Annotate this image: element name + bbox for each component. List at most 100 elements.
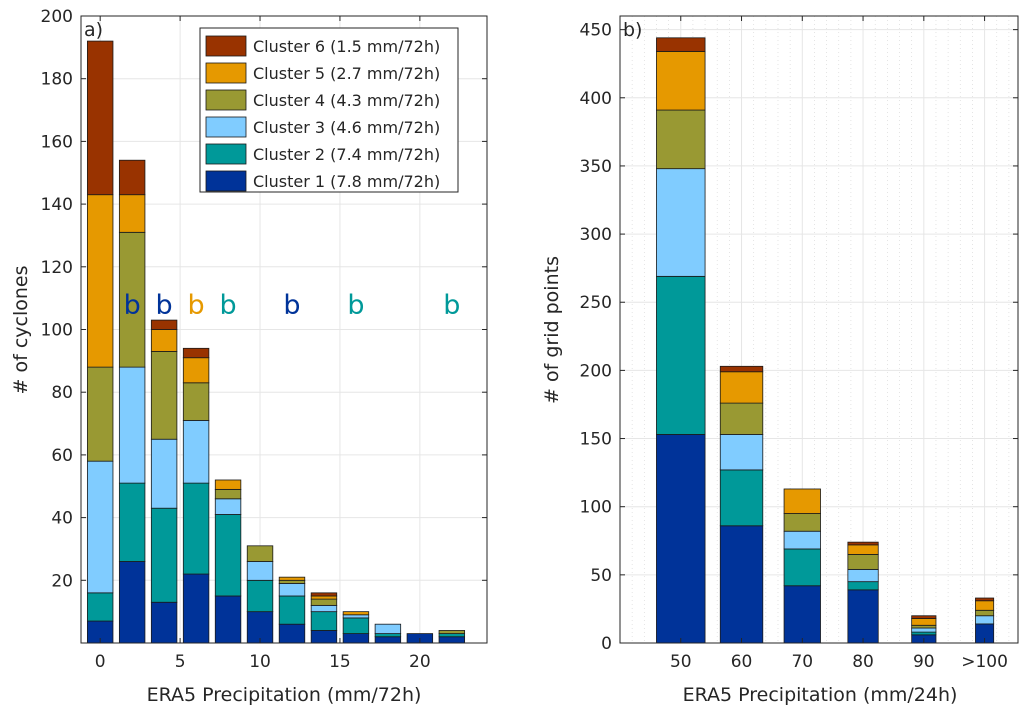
legend-swatch (205, 170, 247, 192)
x-tick-label: 50 (670, 652, 692, 672)
panel-a-label: a) (84, 19, 103, 41)
bar-segment-cluster-2 (656, 275, 706, 435)
bar-segment-cluster-2 (847, 581, 879, 591)
bar-segment-cluster-4 (246, 545, 274, 562)
bar-segment-cluster-3 (374, 623, 402, 634)
legend-entry: Cluster 1 (7.8 mm/72h) (253, 172, 440, 191)
bar-segment-cluster-4 (438, 630, 466, 634)
bar-segment-cluster-5 (342, 611, 370, 616)
y-tick-label: 160 (41, 132, 73, 152)
bar-segment-cluster-1 (374, 636, 402, 644)
bar-segment-cluster-3 (214, 498, 242, 515)
panel-a-bars (86, 40, 466, 644)
panel-b-bars (656, 37, 995, 644)
panel-a-legend: Cluster 6 (1.5 mm/72h) Cluster 5 (2.7 mm/… (199, 27, 459, 193)
bar-segment-cluster-2 (182, 482, 210, 575)
y-tick-label: 140 (41, 195, 73, 215)
bar-segment-cluster-6 (118, 159, 146, 196)
bar-segment-cluster-3 (656, 168, 706, 277)
panel-b-xlabel: ERA5 Precipitation (mm/24h) (683, 684, 958, 706)
bar-segment-cluster-6 (911, 615, 937, 619)
bar-segment-cluster-3 (86, 460, 114, 594)
bar-segment-cluster-4 (310, 598, 338, 606)
x-tick-label: 20 (409, 652, 431, 672)
bar-segment-cluster-1 (150, 601, 178, 644)
bar-segment-cluster-2 (278, 595, 306, 625)
x-tick-label: 10 (249, 652, 271, 672)
y-tick-label: 80 (51, 383, 73, 403)
annotation-label: b (188, 290, 205, 321)
annotation-label: b (283, 290, 300, 321)
bar-segment-cluster-1 (310, 630, 338, 644)
bar-segment-cluster-1 (342, 633, 370, 644)
y-tick-label: 40 (51, 509, 73, 529)
bar-segment-cluster-4 (182, 382, 210, 421)
x-tick-label: 15 (329, 652, 351, 672)
y-tick-label: 200 (580, 361, 612, 381)
bar-segment-cluster-3 (342, 614, 370, 619)
annotation-label: b (124, 290, 141, 321)
bar-segment-cluster-1 (438, 636, 466, 644)
bar-segment-cluster-4 (847, 554, 879, 570)
bar-segment-cluster-5 (182, 357, 210, 384)
bar-segment-cluster-1 (847, 589, 879, 644)
bar-segment-cluster-1 (214, 595, 242, 644)
bar-segment-cluster-3 (911, 627, 937, 633)
bar-segment-cluster-4 (783, 513, 821, 532)
y-tick-label: 50 (590, 566, 612, 586)
bar-segment-cluster-2 (246, 579, 274, 613)
bar-segment-cluster-1 (278, 623, 306, 644)
panel-a-xlabel: ERA5 Precipitation (mm/72h) (147, 684, 422, 706)
bar-segment-cluster-5 (783, 488, 821, 514)
bar-segment-cluster-6 (86, 40, 114, 196)
bar-segment-cluster-2 (374, 633, 402, 638)
bar-segment-cluster-6 (310, 592, 338, 597)
y-tick-label: 400 (580, 89, 612, 109)
x-tick-label: 80 (852, 652, 874, 672)
legend-entry: Cluster 3 (4.6 mm/72h) (253, 118, 440, 137)
legend-swatch (205, 62, 247, 84)
bar-segment-cluster-1 (118, 561, 146, 644)
bar-segment-cluster-5 (86, 194, 114, 368)
legend-swatch (205, 35, 247, 57)
bar-segment-cluster-1 (783, 585, 821, 644)
bar-segment-cluster-4 (118, 231, 146, 368)
panel-b-chart: 0 50 100 150 200 250 300 350 400 450 50 60 70 80 90 >10… (541, 15, 1019, 706)
legend-swatch (205, 116, 247, 138)
legend-entry: Cluster 4 (4.3 mm/72h) (253, 91, 440, 110)
legend-entry: Cluster 2 (7.4 mm/72h) (253, 145, 440, 164)
panel-b-label: b) (623, 19, 642, 41)
x-tick-label: 0 (95, 652, 106, 672)
bar-segment-cluster-6 (847, 541, 879, 546)
bar-segment-cluster-2 (911, 631, 937, 636)
y-tick-label: 100 (580, 498, 612, 518)
bar-segment-cluster-2 (118, 482, 146, 562)
bar-segment-cluster-3 (310, 604, 338, 613)
y-tick-label: 60 (51, 446, 73, 466)
bar-segment-cluster-5 (118, 194, 146, 233)
bar-segment-cluster-3 (783, 530, 821, 550)
bar-segment-cluster-5 (847, 544, 879, 555)
bar-segment-cluster-3 (975, 615, 995, 625)
bar-segment-cluster-5 (310, 595, 338, 600)
x-tick-label: 5 (175, 652, 186, 672)
bar-segment-cluster-2 (438, 633, 466, 638)
bar-segment-cluster-2 (310, 611, 338, 631)
bar-segment-cluster-6 (150, 319, 178, 330)
y-tick-label: 450 (580, 21, 612, 41)
panel-b-ticks: 0 50 100 150 200 250 300 350 400 450 50 60 70 80 90 >10… (580, 16, 1018, 672)
y-tick-label: 300 (580, 225, 612, 245)
bar-segment-cluster-5 (214, 479, 242, 490)
bar-segment-cluster-4 (719, 402, 764, 435)
bar-segment-cluster-2 (86, 592, 114, 622)
bar-segment-cluster-3 (150, 438, 178, 509)
y-tick-label: 20 (51, 571, 73, 591)
bar-segment-cluster-3 (719, 434, 764, 471)
bar-segment-cluster-3 (246, 561, 274, 581)
bar-segment-cluster-5 (278, 576, 306, 581)
bar-segment-cluster-2 (783, 548, 821, 587)
bar-segment-cluster-3 (847, 568, 879, 583)
y-tick-label: 350 (580, 157, 612, 177)
bar-segment-cluster-6 (975, 597, 995, 602)
